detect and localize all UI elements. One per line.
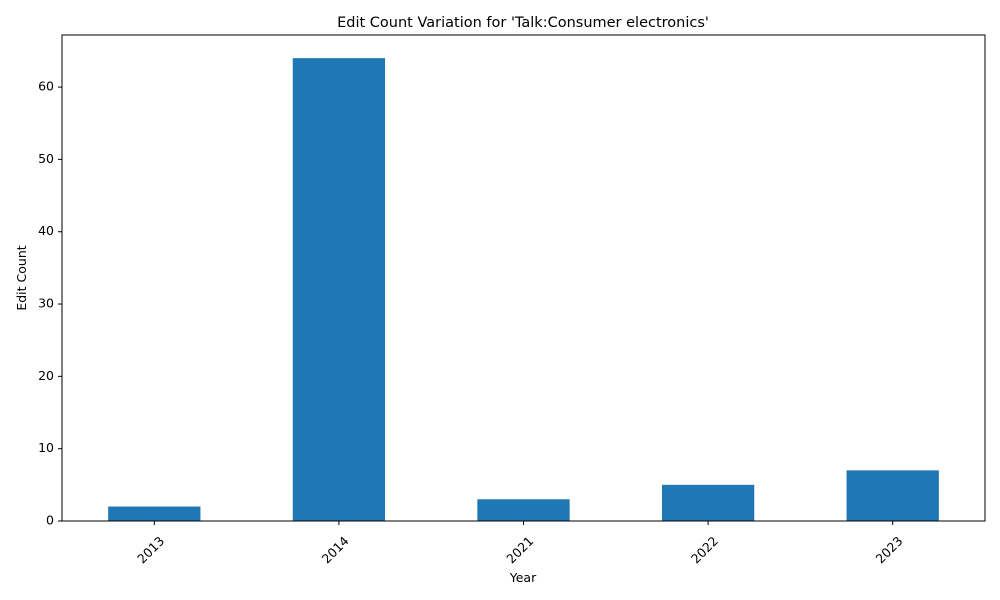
y-tick-label: 30	[38, 296, 54, 311]
x-tick-label: 2013	[134, 533, 167, 566]
y-axis-label: Edit Count	[14, 245, 29, 310]
x-axis: 2013 2014 2021 2022 2023	[134, 521, 906, 566]
y-tick-label: 0	[46, 513, 54, 528]
bar-2022	[661, 484, 755, 521]
y-tick-label: 20	[38, 368, 54, 383]
x-tick-label: 2021	[503, 533, 536, 566]
y-axis: 0 10 20 30 40 50 60	[38, 79, 62, 528]
plot-frame	[61, 34, 986, 522]
bar-2021	[477, 499, 570, 521]
x-tick-label: 2023	[873, 533, 906, 566]
y-tick-label: 40	[38, 223, 54, 238]
bars-group	[108, 58, 939, 522]
y-tick-label: 60	[38, 79, 54, 94]
x-tick-label: 2014	[319, 533, 352, 566]
y-tick-label: 10	[38, 440, 54, 455]
bar-2023	[846, 470, 939, 521]
x-axis-label: Year	[509, 570, 537, 585]
bar-2014	[292, 58, 386, 522]
y-tick-label: 50	[38, 151, 54, 166]
bar-2013	[108, 506, 201, 521]
chart-title: Edit Count Variation for 'Talk:Consumer …	[337, 15, 709, 31]
x-tick-label: 2022	[688, 533, 721, 566]
